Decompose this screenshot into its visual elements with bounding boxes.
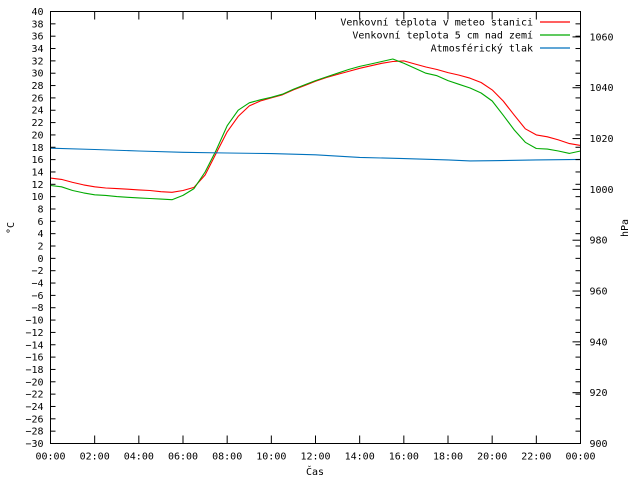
y-tick-label: 18 xyxy=(31,143,43,154)
x-tick-label: 20:00 xyxy=(477,452,507,463)
x-tick-label: 06:00 xyxy=(168,452,198,463)
y-tick-label: −12 xyxy=(25,328,43,339)
y-axis-label: °C xyxy=(6,222,17,234)
y-tick-label: 16 xyxy=(31,155,43,166)
x-tick-label: 12:00 xyxy=(300,452,330,463)
y-tick-label: −16 xyxy=(25,353,43,364)
y-tick-label: 14 xyxy=(31,167,43,178)
y-tick-label: −8 xyxy=(31,303,43,314)
x-tick-label: 08:00 xyxy=(212,452,242,463)
y-tick-label: −22 xyxy=(25,390,43,401)
x-tick-label: 16:00 xyxy=(389,452,419,463)
y-tick-label: 34 xyxy=(31,44,43,55)
legend: Venkovní teplota v meteo staniciVenkovní… xyxy=(340,17,570,55)
series-layer xyxy=(50,58,581,201)
y-tick-label: −28 xyxy=(25,427,43,438)
y-tick-label: −4 xyxy=(31,279,43,290)
x-tick-label: 04:00 xyxy=(124,452,154,463)
series-line-1 xyxy=(50,60,581,193)
y-tick-label: 22 xyxy=(31,118,43,129)
y-tick-label: 32 xyxy=(31,56,43,67)
y-tick-label: 24 xyxy=(31,106,43,117)
y-tick-label: −14 xyxy=(25,340,43,351)
y-tick-label: 6 xyxy=(37,217,43,228)
y-tick-label: −24 xyxy=(25,402,43,413)
y2-tick-label: 920 xyxy=(590,388,608,399)
y2-tick-label: 900 xyxy=(590,439,608,450)
y-tick-label: −18 xyxy=(25,365,43,376)
y-tick-label: −20 xyxy=(25,377,43,388)
y-tick-label: 30 xyxy=(31,69,43,80)
x-tick-label: 02:00 xyxy=(80,452,110,463)
y-tick-label: −30 xyxy=(25,439,43,450)
y-tick-label: 10 xyxy=(31,192,43,203)
y2-tick-label: 940 xyxy=(590,337,608,348)
y2-tick-label: 960 xyxy=(590,287,608,298)
y-tick-label: −2 xyxy=(31,266,43,277)
y-tick-label: −10 xyxy=(25,316,43,327)
legend-label: Atmosférický tlak xyxy=(431,43,533,55)
y-tick-label: −6 xyxy=(31,291,43,302)
y-tick-label: 8 xyxy=(37,204,43,215)
x-tick-label: 00:00 xyxy=(565,452,595,463)
x-tick-label: 18:00 xyxy=(433,452,463,463)
series-line-3 xyxy=(50,147,581,162)
y-tick-label: 36 xyxy=(31,32,43,43)
y-tick-label: 2 xyxy=(37,242,43,253)
y2-tick-label: 980 xyxy=(590,236,608,247)
legend-label: Venkovní teplota 5 cm nad zemí xyxy=(352,30,533,42)
x-tick-label: 14:00 xyxy=(345,452,375,463)
ticks-layer: 4038363432302826242220181614121086420−2−… xyxy=(25,7,613,463)
x-tick-label: 10:00 xyxy=(256,452,286,463)
x-tick-label: 22:00 xyxy=(521,452,551,463)
y2-axis-label: hPa xyxy=(620,219,631,237)
plot-frame xyxy=(50,11,581,444)
series-line-2 xyxy=(50,58,581,201)
y2-tick-label: 1060 xyxy=(590,32,614,43)
y-tick-label: 26 xyxy=(31,93,43,104)
y2-tick-label: 1020 xyxy=(590,134,614,145)
x-axis-label: Čas xyxy=(306,465,324,478)
x-tick-label: 00:00 xyxy=(35,452,65,463)
y-tick-label: 0 xyxy=(37,254,43,265)
y-tick-label: 20 xyxy=(31,130,43,141)
y-tick-label: 40 xyxy=(31,7,43,18)
y-tick-label: −26 xyxy=(25,414,43,425)
y-tick-label: 38 xyxy=(31,19,43,30)
y2-tick-label: 1000 xyxy=(590,185,614,196)
y-tick-label: 28 xyxy=(31,81,43,92)
y2-tick-label: 1040 xyxy=(590,83,614,94)
legend-label: Venkovní teplota v meteo stanici xyxy=(340,17,533,29)
y-tick-label: 12 xyxy=(31,180,43,191)
y-tick-label: 4 xyxy=(37,229,43,240)
